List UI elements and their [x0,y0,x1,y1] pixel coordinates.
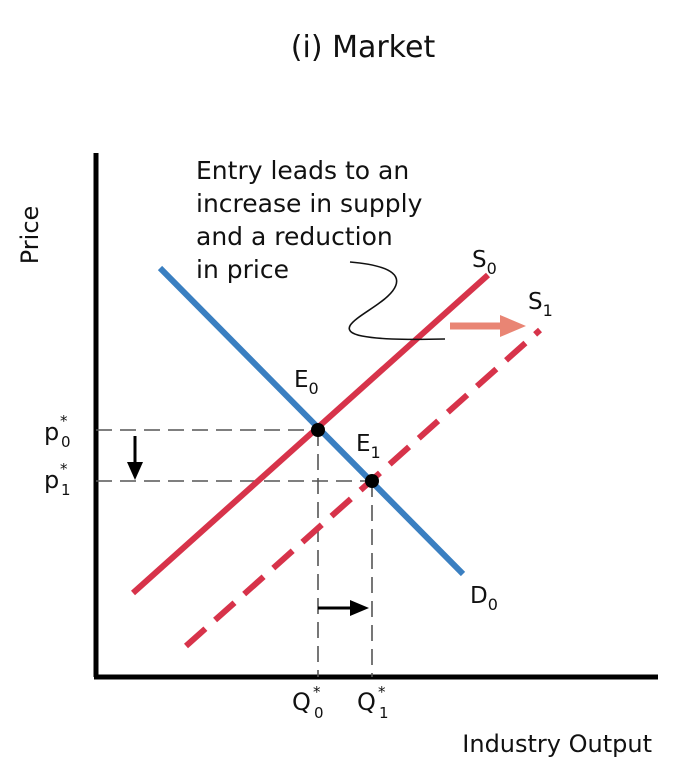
annotation-text: Entry leads to an increase in supply and… [196,156,430,284]
annotation-callout-line [348,261,446,341]
supply-shift-arrow [450,315,526,337]
label-s0: S0 [472,247,497,278]
equilibrium-point-e0 [311,423,325,437]
diagram-title: (i) Market [291,30,436,65]
annotation-line-2: increase in supply [196,189,423,218]
svg-text:0: 0 [314,704,324,722]
svg-text:p: p [44,418,59,446]
supply-curve-s0 [130,272,491,596]
svg-text:*: * [378,683,386,701]
svg-text:Q: Q [357,688,376,716]
price-tick-p0: p * 0 [44,412,71,451]
supply-curve-s1 [184,327,542,649]
equilibrium-point-e1 [365,474,379,488]
svg-text:*: * [313,683,321,701]
price-decrease-arrow [127,436,143,480]
label-e0: E0 [294,367,319,398]
price-tick-p1: p * 1 [44,460,71,499]
x-axis-label: Industry Output [462,730,652,758]
svg-text:Q: Q [292,688,311,716]
quantity-tick-q1: Q * 1 [357,683,389,722]
svg-text:0: 0 [61,433,71,451]
svg-text:*: * [60,412,68,430]
svg-text:1: 1 [61,481,71,499]
annotation-line-1: Entry leads to an [196,156,409,185]
svg-text:*: * [60,460,68,478]
label-d0: D0 [470,583,498,614]
annotation-line-3: and a reduction [196,222,393,251]
label-s1: S1 [528,289,553,320]
quantity-increase-arrow [318,600,369,616]
svg-text:p: p [44,466,59,494]
label-e1: E1 [356,431,381,462]
annotation-line-4: in price [196,255,289,284]
guide-lines [96,429,373,677]
y-axis-label: Price [16,206,44,265]
quantity-tick-q0: Q * 0 [292,683,324,722]
svg-text:1: 1 [379,704,389,722]
demand-curve-d0 [157,265,466,577]
